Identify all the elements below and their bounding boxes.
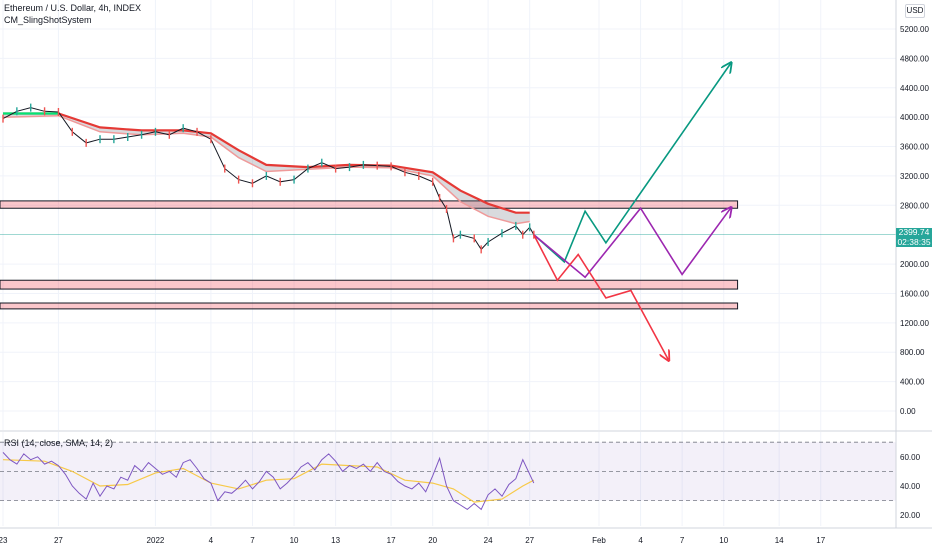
time-tick-label: 4: [638, 536, 643, 545]
time-tick-label: 17: [816, 536, 825, 545]
price-tick-label: 5200.00: [900, 25, 929, 34]
time-tick-label: 10: [290, 536, 299, 545]
price-line: [2, 103, 535, 254]
rsi-tick-label: 60.00: [900, 453, 921, 462]
time-tick-label: 20: [428, 536, 437, 545]
rsi-ma-line: [2, 459, 535, 503]
price-tick-label: 3200.00: [900, 172, 929, 181]
support-resistance-zones: [0, 200, 739, 310]
ma-fast-line: [2, 114, 530, 225]
zone-box: [0, 302, 739, 310]
time-tick-label: 7: [680, 536, 685, 545]
time-tick-label: 24: [484, 536, 493, 545]
chart-grid: [0, 0, 932, 526]
price-tick-label: 4800.00: [900, 54, 929, 63]
price-path: [2, 107, 535, 251]
current-price: 2399.74: [898, 227, 930, 237]
chart-title: Ethereum / U.S. Dollar, 4h, INDEX: [4, 3, 142, 13]
price-tick-label: 1600.00: [900, 289, 929, 298]
bar-countdown: 02:38:35: [897, 236, 931, 247]
rsi-label[interactable]: RSI (14, close, SMA, 14, 2): [4, 438, 114, 448]
price-tick-label: 800.00: [900, 348, 925, 357]
time-tick-label: 7: [250, 536, 255, 545]
indicator-label[interactable]: CM_SlingShotSystem: [4, 15, 92, 25]
price-tick-label: 3600.00: [900, 143, 929, 152]
time-tick-label: 2022: [147, 536, 165, 545]
price-tick-label: 2000.00: [900, 260, 929, 269]
price-tick-label: 4400.00: [900, 84, 929, 93]
time-tick-label: 14: [775, 536, 784, 545]
price-tick-label: 0.00: [900, 407, 916, 416]
rsi-tick-label: 20.00: [900, 511, 921, 520]
time-tick-label: 27: [54, 536, 63, 545]
time-tick-label: 10: [719, 536, 728, 545]
projection-path: [533, 208, 731, 279]
time-tick-label: 4: [209, 536, 214, 545]
projection-path: [533, 234, 669, 360]
rsi-panel: [0, 441, 896, 511]
time-tick-label: 27: [525, 536, 534, 545]
price-tick-label: 1200.00: [900, 319, 929, 328]
currency-button[interactable]: USD: [905, 4, 925, 18]
ma-band-fill: [3, 113, 530, 224]
moving-average-band: [2, 112, 530, 225]
time-tick-label: 23: [0, 536, 8, 545]
time-tick-label: 17: [387, 536, 396, 545]
current-price-tag: 2399.74 02:38:35: [896, 227, 932, 247]
zone-box: [0, 279, 739, 290]
projection-paths: [533, 64, 731, 360]
time-tick-label: Feb: [592, 536, 606, 545]
ma-slow-line: [3, 112, 530, 214]
rsi-line: [2, 452, 535, 511]
price-tick-label: 2800.00: [900, 201, 929, 210]
price-tick-label: 4000.00: [900, 113, 929, 122]
rsi-tick-label: 40.00: [900, 482, 921, 491]
projection-path: [533, 64, 731, 264]
price-tick-label: 400.00: [900, 378, 925, 387]
zone-box: [0, 200, 739, 209]
time-tick-label: 13: [331, 536, 340, 545]
